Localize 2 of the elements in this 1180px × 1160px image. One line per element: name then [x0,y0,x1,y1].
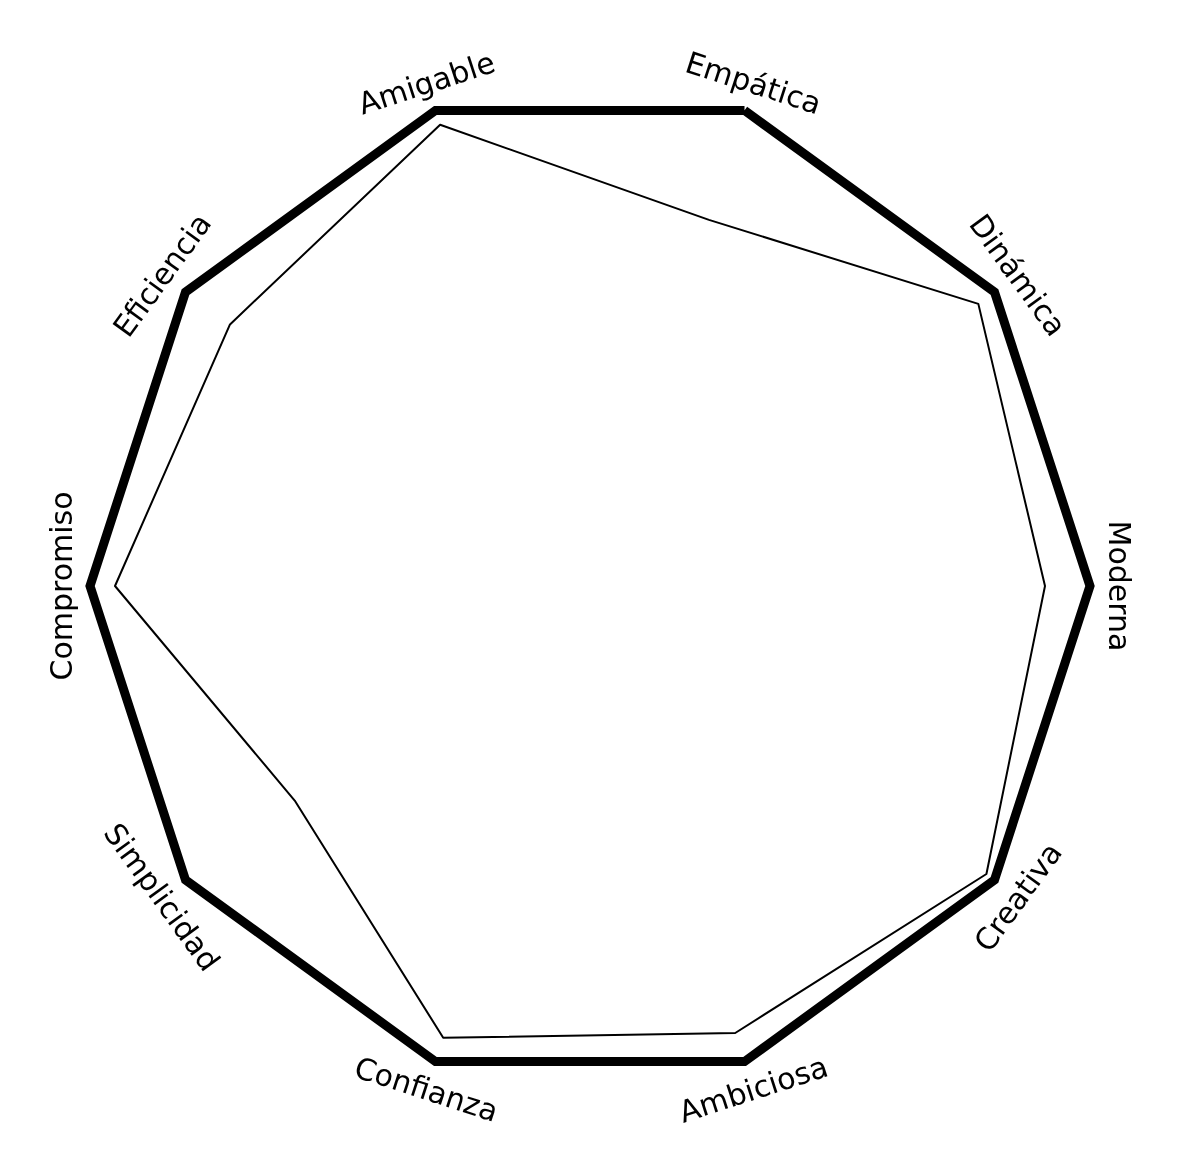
spoke-label: Moderna [1101,520,1137,652]
spoke-label: Compromiso [43,491,79,681]
